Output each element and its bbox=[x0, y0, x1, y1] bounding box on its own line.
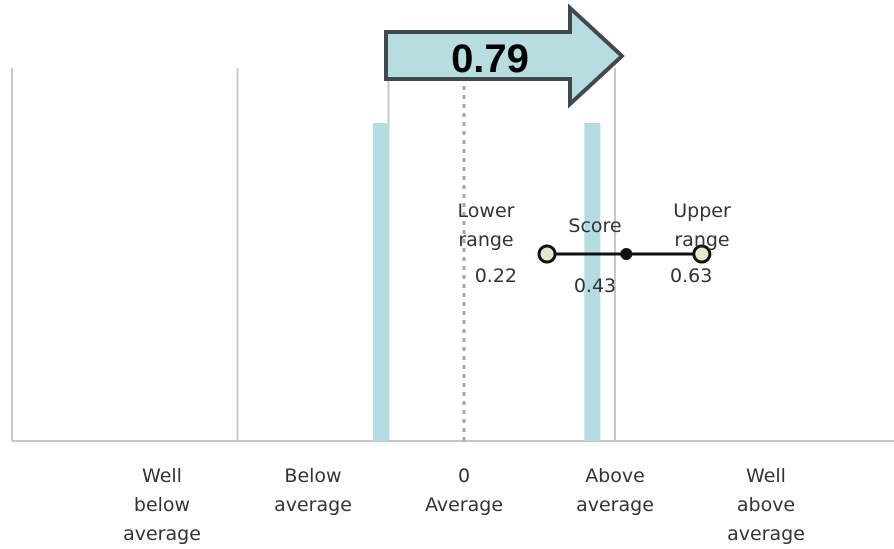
category-label: Well below average bbox=[123, 465, 201, 545]
lower-range-point bbox=[537, 244, 557, 264]
score-value: 0.43 bbox=[574, 275, 616, 297]
category-label: Above average bbox=[576, 465, 654, 516]
upper-range-value: 0.63 bbox=[670, 265, 712, 287]
upper-range-label: Upper range bbox=[673, 200, 731, 251]
score-point bbox=[620, 248, 633, 260]
arrow-value-label: 0.79 bbox=[451, 37, 529, 81]
highlight-arrow: 0.79 bbox=[384, 3, 625, 109]
arrow-shape bbox=[384, 3, 625, 109]
score-interval: Lower range 0.22 Score 0.43 Upper range 0.63 bbox=[458, 200, 731, 297]
reference-band bbox=[372, 123, 389, 441]
gridlines bbox=[11, 68, 894, 442]
lower-range-label: Lower range bbox=[458, 200, 515, 251]
category-label: 0 Average bbox=[424, 465, 504, 516]
category-label: Well above average bbox=[727, 465, 805, 545]
reference-bands bbox=[372, 123, 601, 441]
upper-range-point bbox=[692, 244, 712, 264]
reference-band bbox=[584, 123, 601, 441]
category-label: Below average bbox=[274, 465, 352, 516]
lower-range-value: 0.22 bbox=[475, 265, 517, 287]
score-label: Score bbox=[568, 215, 621, 237]
